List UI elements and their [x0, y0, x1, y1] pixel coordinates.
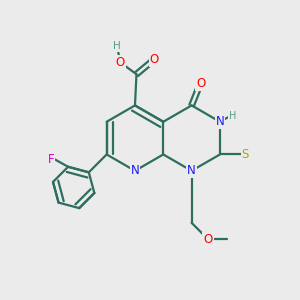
Text: N: N — [130, 164, 140, 177]
Text: S: S — [242, 148, 249, 161]
Text: F: F — [48, 153, 55, 166]
Text: O: O — [150, 53, 159, 66]
Text: O: O — [116, 56, 125, 69]
Text: H: H — [113, 41, 121, 51]
Text: H: H — [229, 111, 236, 121]
Text: N: N — [216, 115, 224, 128]
Text: N: N — [187, 164, 196, 177]
Text: O: O — [203, 233, 213, 246]
Text: O: O — [196, 76, 205, 90]
